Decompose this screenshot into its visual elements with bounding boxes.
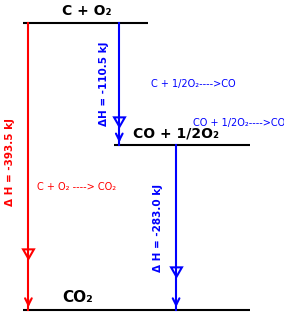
Text: Δ H = -283.0 kJ: Δ H = -283.0 kJ <box>153 184 163 272</box>
Text: CO + 1/2O₂---->CO₂: CO + 1/2O₂---->CO₂ <box>193 118 284 128</box>
Text: CO₂: CO₂ <box>62 290 93 305</box>
Text: ΔH = -110.5 kJ: ΔH = -110.5 kJ <box>99 42 109 126</box>
Text: C + 1/2O₂---->CO: C + 1/2O₂---->CO <box>151 79 235 89</box>
Text: Δ H = -393.5 kJ: Δ H = -393.5 kJ <box>5 118 15 205</box>
Text: C + O₂: C + O₂ <box>62 4 112 18</box>
Text: C + O₂ ----> CO₂: C + O₂ ----> CO₂ <box>37 182 116 192</box>
Text: CO + 1/2O₂: CO + 1/2O₂ <box>133 127 220 141</box>
